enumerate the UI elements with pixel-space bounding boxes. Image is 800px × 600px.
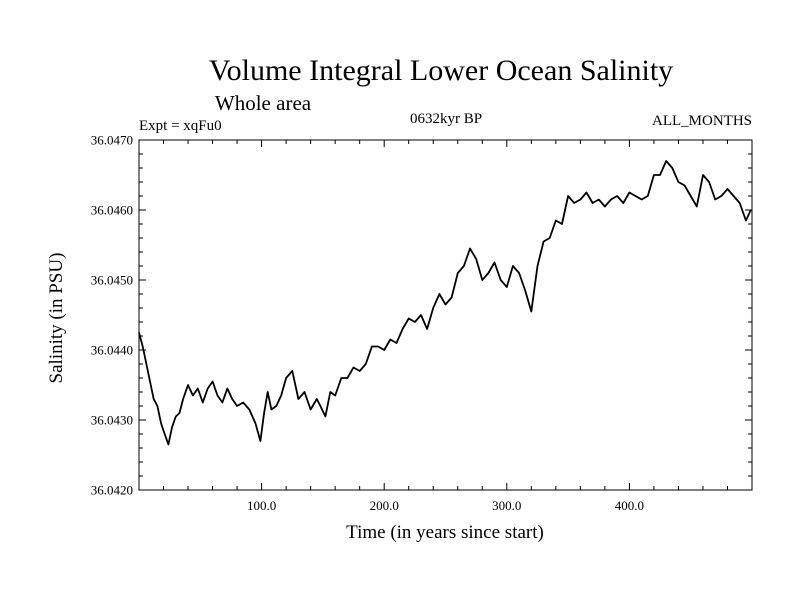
x-tick-label: 200.0 — [370, 498, 399, 513]
y-axis: 36.0420 36.0430 36.0440 36.0450 36.0460 36.04… — [91, 133, 752, 498]
experiment-label: Expt = xqFu0 — [139, 118, 222, 134]
months-label: ALL_MONTHS — [652, 113, 752, 129]
x-tick-label: 400.0 — [615, 498, 644, 513]
y-tick-label: 36.0430 — [91, 413, 133, 428]
y-tick-label: 36.0470 — [91, 133, 133, 148]
y-tick-label: 36.0460 — [91, 203, 133, 218]
series-group — [138, 160, 752, 446]
x-axis-label: Time (in years since start) — [346, 522, 544, 543]
salinity-series-line — [138, 160, 752, 446]
y-tick-label: 36.0440 — [91, 343, 133, 358]
x-axis: 100.0 200.0 300.0 400.0 — [163, 140, 728, 513]
y-tick-label: 36.0450 — [91, 273, 133, 288]
chart-subtitle: Whole area — [215, 91, 312, 115]
chart-title: Volume Integral Lower Ocean Salinity — [209, 54, 673, 87]
plot-frame — [138, 139, 753, 491]
y-tick-label: 36.0420 — [91, 483, 133, 498]
y-axis-label: Salinity (in PSU) — [46, 253, 67, 384]
x-tick-label: 300.0 — [492, 498, 521, 513]
period-label: 0632kyr BP — [410, 111, 482, 127]
x-tick-label: 100.0 — [247, 498, 276, 513]
